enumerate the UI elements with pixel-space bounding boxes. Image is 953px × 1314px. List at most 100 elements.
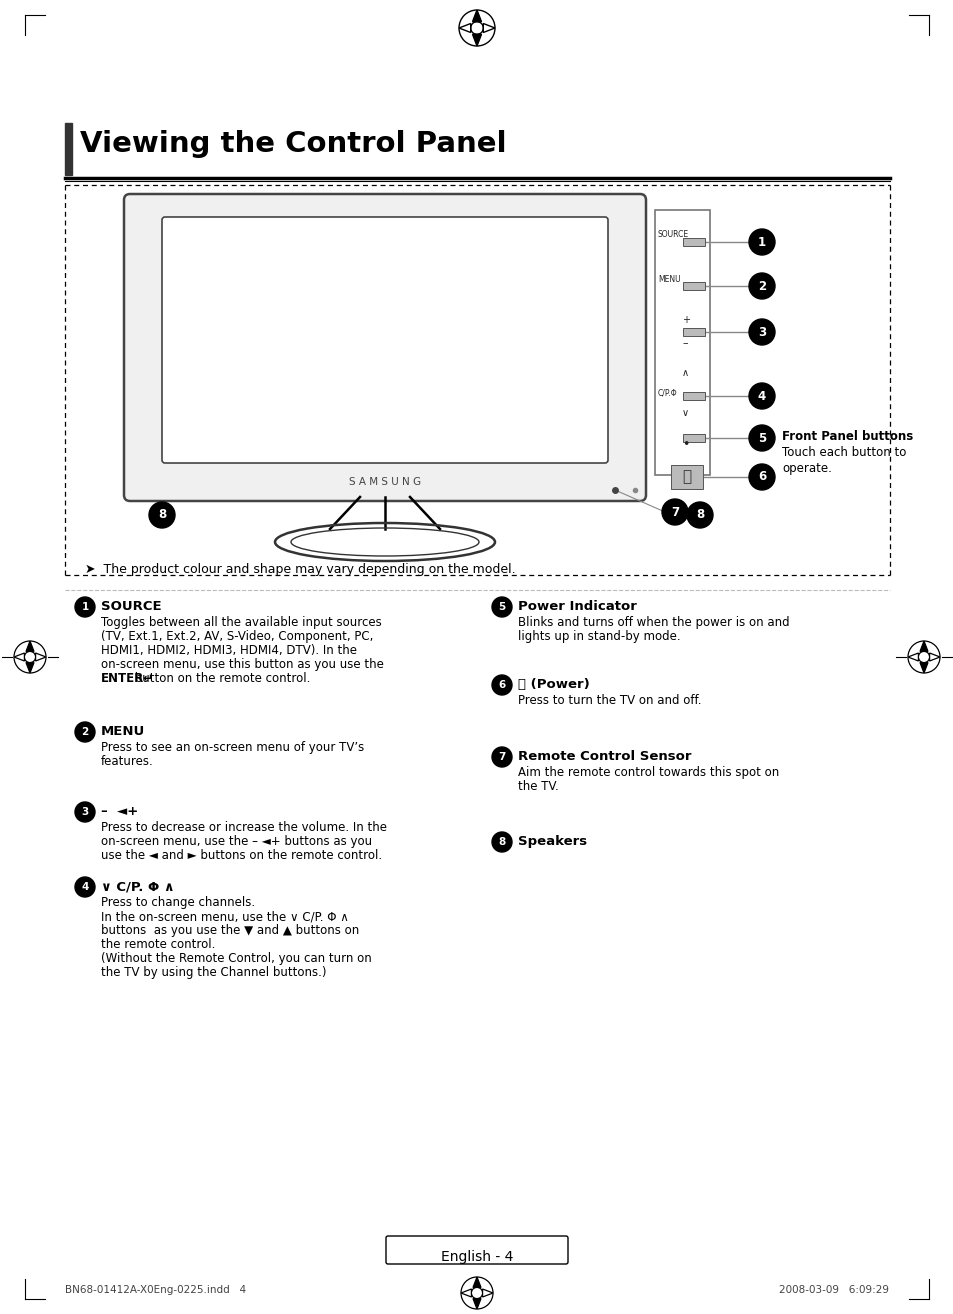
Text: C/P.Φ: C/P.Φ: [658, 388, 677, 397]
Polygon shape: [26, 662, 34, 673]
FancyBboxPatch shape: [386, 1236, 567, 1264]
Polygon shape: [460, 1289, 471, 1297]
Bar: [670, 465, 702, 489]
Circle shape: [748, 319, 774, 346]
Text: 5: 5: [757, 431, 765, 444]
Text: 3: 3: [757, 326, 765, 339]
Text: the TV.: the TV.: [517, 781, 558, 794]
Text: Speakers: Speakers: [517, 834, 586, 848]
Polygon shape: [928, 653, 939, 661]
Text: the TV by using the Channel buttons.): the TV by using the Channel buttons.): [101, 966, 326, 979]
Polygon shape: [472, 11, 481, 22]
Text: Blinks and turns off when the power is on and: Blinks and turns off when the power is o…: [517, 616, 789, 629]
Circle shape: [75, 802, 95, 823]
Text: HDMI1, HDMI2, HDMI3, HDMI4, DTV). In the: HDMI1, HDMI2, HDMI3, HDMI4, DTV). In the: [101, 644, 356, 657]
Bar: [682, 434, 704, 442]
FancyBboxPatch shape: [124, 194, 645, 501]
Text: ENTER↵: ENTER↵: [101, 671, 154, 685]
Polygon shape: [14, 653, 25, 661]
Text: 8: 8: [695, 509, 703, 522]
Polygon shape: [482, 1289, 493, 1297]
Text: Front Panel buttons: Front Panel buttons: [781, 430, 912, 443]
Bar: [682, 328, 704, 336]
Text: on-screen menu, use the – ◄+ buttons as you: on-screen menu, use the – ◄+ buttons as …: [101, 834, 372, 848]
Bar: [682, 238, 704, 246]
Text: 7: 7: [670, 506, 679, 519]
Circle shape: [492, 597, 512, 618]
Text: ⏻: ⏻: [681, 469, 691, 485]
Circle shape: [492, 746, 512, 767]
Text: 2: 2: [757, 280, 765, 293]
Polygon shape: [35, 653, 46, 661]
Polygon shape: [473, 1298, 480, 1309]
Circle shape: [75, 597, 95, 618]
Circle shape: [748, 464, 774, 490]
Polygon shape: [458, 24, 470, 33]
Text: operate.: operate.: [781, 463, 831, 474]
Circle shape: [492, 675, 512, 695]
Polygon shape: [907, 653, 918, 661]
Circle shape: [686, 502, 712, 528]
Text: 1: 1: [757, 235, 765, 248]
Text: 1: 1: [81, 602, 89, 612]
Text: MENU: MENU: [101, 725, 145, 738]
Circle shape: [748, 382, 774, 409]
Text: Press to decrease or increase the volume. In the: Press to decrease or increase the volume…: [101, 821, 387, 834]
Text: 2008-03-09   6:09:29: 2008-03-09 6:09:29: [779, 1285, 888, 1296]
Polygon shape: [919, 662, 927, 673]
Text: S A M S U N G: S A M S U N G: [349, 477, 420, 487]
Polygon shape: [483, 24, 495, 33]
Text: –: –: [681, 338, 687, 348]
Text: +: +: [681, 315, 689, 325]
Text: BN68-01412A-X0Eng-0225.indd   4: BN68-01412A-X0Eng-0225.indd 4: [65, 1285, 246, 1296]
Polygon shape: [473, 1277, 480, 1288]
Text: ➤  The product colour and shape may vary depending on the model.: ➤ The product colour and shape may vary …: [85, 562, 515, 576]
Text: In the on-screen menu, use the ∨ C/P. Φ ∧: In the on-screen menu, use the ∨ C/P. Φ …: [101, 911, 349, 922]
Text: Touch each button to: Touch each button to: [781, 445, 905, 459]
Circle shape: [75, 876, 95, 897]
Text: Aim the remote control towards this spot on: Aim the remote control towards this spot…: [517, 766, 779, 779]
Text: Press to see an on-screen menu of your TV’s: Press to see an on-screen menu of your T…: [101, 741, 364, 754]
Text: 3: 3: [81, 807, 89, 817]
Text: 6: 6: [757, 470, 765, 484]
Polygon shape: [26, 641, 34, 652]
Text: features.: features.: [101, 756, 153, 767]
Circle shape: [492, 832, 512, 851]
Text: the remote control.: the remote control.: [101, 938, 215, 951]
Circle shape: [661, 499, 687, 526]
Text: 8: 8: [497, 837, 505, 848]
Text: SOURCE: SOURCE: [658, 230, 688, 239]
Text: Remote Control Sensor: Remote Control Sensor: [517, 750, 691, 763]
Circle shape: [748, 229, 774, 255]
Text: Power Indicator: Power Indicator: [517, 600, 637, 614]
Text: 6: 6: [497, 681, 505, 690]
Circle shape: [149, 502, 174, 528]
Text: (TV, Ext.1, Ext.2, AV, S-Video, Component, PC,: (TV, Ext.1, Ext.2, AV, S-Video, Componen…: [101, 629, 373, 643]
Text: (Without the Remote Control, you can turn on: (Without the Remote Control, you can tur…: [101, 953, 372, 964]
Polygon shape: [472, 34, 481, 46]
Text: ⏻ (Power): ⏻ (Power): [517, 678, 589, 691]
Text: button on the remote control.: button on the remote control.: [131, 671, 310, 685]
Text: –  ◄+: – ◄+: [101, 805, 138, 819]
Text: buttons  as you use the ▼ and ▲ buttons on: buttons as you use the ▼ and ▲ buttons o…: [101, 924, 359, 937]
Bar: [682, 283, 704, 290]
Text: 7: 7: [497, 752, 505, 762]
FancyBboxPatch shape: [162, 217, 607, 463]
Text: SOURCE: SOURCE: [101, 600, 161, 614]
Text: on-screen menu, use this button as you use the: on-screen menu, use this button as you u…: [101, 658, 383, 671]
Bar: [655, 210, 709, 474]
Text: •: •: [681, 438, 689, 451]
Text: 5: 5: [497, 602, 505, 612]
Text: use the ◄ and ► buttons on the remote control.: use the ◄ and ► buttons on the remote co…: [101, 849, 382, 862]
Text: MENU: MENU: [658, 275, 679, 284]
Text: Toggles between all the available input sources: Toggles between all the available input …: [101, 616, 381, 629]
Text: Press to change channels.: Press to change channels.: [101, 896, 254, 909]
Circle shape: [748, 424, 774, 451]
Text: 4: 4: [81, 882, 89, 892]
Text: ∨: ∨: [681, 409, 688, 418]
Text: Viewing the Control Panel: Viewing the Control Panel: [80, 130, 506, 158]
Text: 8: 8: [157, 509, 166, 522]
Text: English - 4: English - 4: [440, 1250, 513, 1264]
Text: ∨ C/P. Φ ∧: ∨ C/P. Φ ∧: [101, 880, 174, 894]
Text: 4: 4: [757, 389, 765, 402]
